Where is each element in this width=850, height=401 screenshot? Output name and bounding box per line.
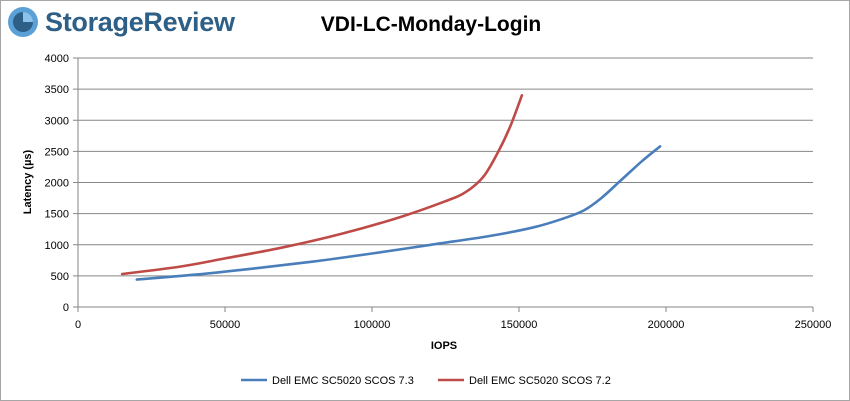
x-tick-labels: 0 50000 100000 150000 200000 250000 — [75, 319, 831, 331]
storagereview-logo: StorageReview — [7, 5, 235, 39]
series-lines — [120, 94, 662, 281]
axes — [73, 57, 814, 312]
chart-title: VDI-LC-Monday-Login — [320, 13, 542, 36]
y-tick-label: 500 — [51, 271, 69, 283]
y-tick-labels: 0 500 1000 1500 2000 2500 3000 3500 4000 — [45, 53, 69, 314]
series-line-2 — [120, 94, 524, 276]
brand-name: StorageReview — [45, 6, 235, 37]
y-tick-label: 0 — [63, 302, 69, 314]
y-tick-label: 1500 — [45, 209, 69, 221]
x-tick-label: 200000 — [648, 319, 685, 331]
gridlines — [78, 57, 813, 277]
x-tick-label: 50000 — [210, 319, 241, 331]
y-axis-label: Latency (µs) — [22, 149, 34, 214]
legend-label-1: Dell EMC SC5020 SCOS 7.3 — [272, 375, 414, 387]
x-tick-label: 0 — [75, 319, 81, 331]
x-axis-label: IOPS — [431, 340, 457, 352]
series-line-1 — [135, 145, 662, 281]
y-tick-label: 1000 — [45, 240, 69, 252]
y-tick-label: 4000 — [45, 53, 69, 65]
y-tick-label: 2000 — [45, 178, 69, 190]
legend: Dell EMC SC5020 SCOS 7.3 Dell EMC SC5020 … — [241, 375, 611, 387]
y-tick-label: 3500 — [45, 84, 69, 96]
logo-circle-icon — [8, 7, 38, 37]
x-tick-label: 150000 — [501, 319, 538, 331]
x-tick-label: 100000 — [354, 319, 391, 331]
x-tick-label: 250000 — [795, 319, 832, 331]
y-tick-label: 2500 — [45, 146, 69, 158]
legend-label-2: Dell EMC SC5020 SCOS 7.2 — [469, 375, 611, 387]
y-tick-label: 3000 — [45, 115, 69, 127]
